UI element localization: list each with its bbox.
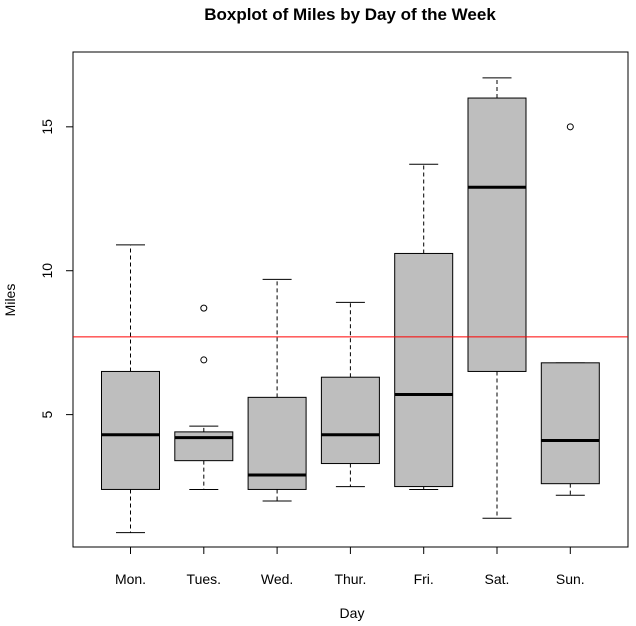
y-tick-label-15: 15 [39,119,55,135]
outlier-tues-2 [200,304,208,312]
box-fri [394,252,454,488]
y-tick-label-5: 5 [39,411,55,419]
x-tick-label-sat: Sat. [485,571,510,587]
box-sat [467,97,527,372]
y-axis-label: Miles [2,284,18,317]
plot-layer [73,77,628,534]
x-tick-label-mon: Mon. [115,571,146,587]
x-tick-label-fri: Fri. [414,571,434,587]
x-tick-label-wed: Wed. [261,571,293,587]
box-mon [101,370,160,490]
outlier-tues-1 [200,356,208,364]
x-tick-label-thur: Thur. [334,571,366,587]
x-tick-label-tues: Tues. [187,571,222,587]
chart-title: Boxplot of Miles by Day of the Week [204,5,496,24]
x-tick-label-sun: Sun. [556,571,585,587]
y-tick-label-10: 10 [39,263,55,279]
box-thur [320,376,380,465]
axis-layer: 5 10 15 Mon. Tues. Wed. Thur. Fri. Sat. Sun. [39,119,585,587]
outlier-sun-1 [566,123,574,131]
box-sun [540,362,600,485]
x-axis-label: Day [340,605,365,621]
